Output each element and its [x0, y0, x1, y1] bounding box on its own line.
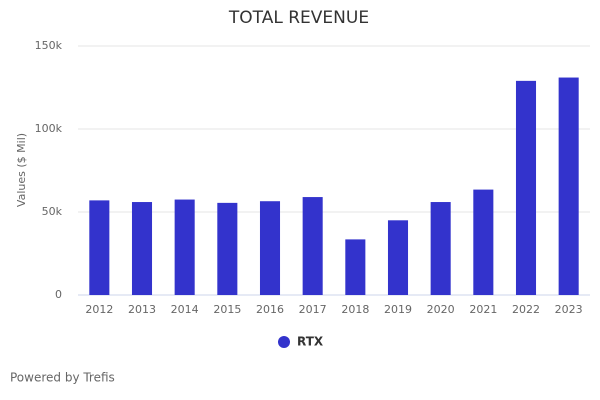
bar	[217, 202, 238, 295]
x-tick-label: 2017	[299, 303, 327, 316]
bar	[430, 202, 451, 295]
y-tick-label: 0	[55, 288, 62, 301]
x-tick-label: 2013	[128, 303, 156, 316]
bar	[558, 77, 579, 295]
bar	[174, 199, 195, 295]
y-tick-label: 150k	[35, 39, 63, 52]
x-tick-label: 2018	[341, 303, 369, 316]
chart-title: TOTAL REVENUE	[228, 8, 369, 28]
x-tick-label: 2020	[427, 303, 455, 316]
x-tick-label: 2016	[256, 303, 284, 316]
bar	[131, 202, 153, 295]
x-tick-label: 2019	[384, 303, 412, 316]
bar	[345, 239, 366, 295]
x-tick-label: 2021	[469, 303, 497, 316]
x-tick-label: 2015	[213, 303, 241, 316]
legend-marker	[278, 336, 290, 348]
legend-label: RTX	[297, 335, 324, 349]
y-tick-label: 100k	[35, 122, 63, 135]
bar	[89, 200, 110, 295]
bar	[302, 197, 323, 295]
bar	[259, 201, 281, 295]
x-tick-label: 2012	[85, 303, 113, 316]
y-axis-label: Values ($ Mil)	[15, 133, 28, 207]
y-tick-label: 50k	[42, 205, 63, 218]
x-tick-label: 2022	[512, 303, 540, 316]
bar	[515, 80, 537, 295]
bar	[473, 189, 494, 295]
x-tick-label: 2014	[171, 303, 199, 316]
x-tick-label: 2023	[555, 303, 583, 316]
footer: Powered by Trefis	[10, 371, 115, 385]
bar	[387, 220, 409, 295]
